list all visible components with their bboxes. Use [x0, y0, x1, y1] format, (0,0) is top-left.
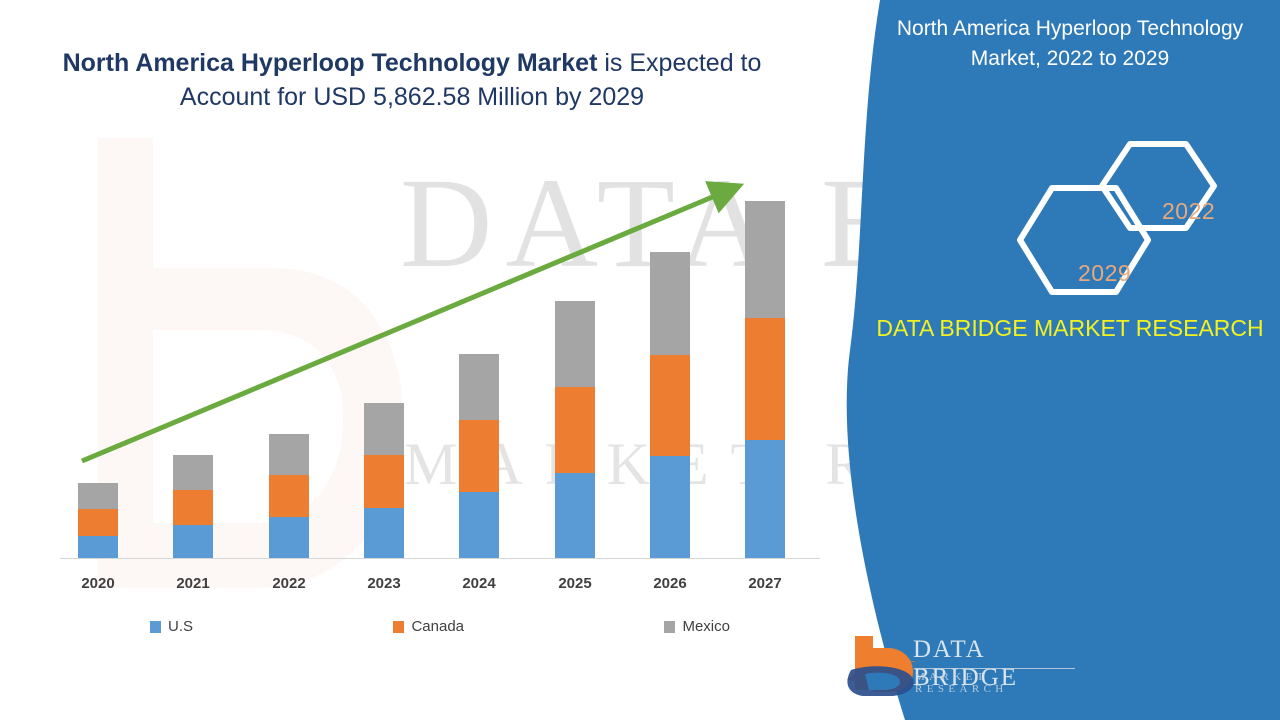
chart-title-emphasis: North America Hyperloop Technology Marke… — [62, 49, 598, 77]
x-axis-line — [60, 558, 820, 559]
legend-label-mexico: Mexico — [682, 618, 730, 635]
bar-2020[interactable] — [78, 483, 118, 558]
chart-title: North America Hyperloop Technology Marke… — [62, 46, 762, 114]
hexagon-badges: 2022 2029 — [930, 138, 1260, 303]
bar-segment-canada-2023 — [364, 455, 404, 508]
bar-segment-canada-2022 — [269, 475, 309, 517]
bar-segment-mexico-2020 — [78, 483, 118, 509]
bar-segment-us-2023 — [364, 508, 404, 558]
bar-segment-canada-2020 — [78, 509, 118, 536]
bar-segment-canada-2024 — [459, 420, 499, 492]
bar-segment-mexico-2021 — [173, 455, 213, 490]
bar-2021[interactable] — [173, 455, 213, 558]
legend-item-us[interactable]: U.S — [150, 618, 193, 635]
legend-label-us: U.S — [168, 618, 194, 635]
bar-2023[interactable] — [364, 403, 404, 558]
bar-segment-canada-2027 — [745, 318, 785, 440]
legend-swatch-canada — [393, 620, 405, 633]
x-tick-2024: 2024 — [462, 575, 496, 592]
legend-item-mexico[interactable]: Mexico — [664, 618, 730, 635]
brand-panel: North America Hyperloop Technology Marke… — [820, 0, 1280, 720]
legend-label-canada: Canada — [411, 618, 465, 635]
company-logo[interactable]: DATA BRIDGE MARKET RESEARCH — [835, 628, 1085, 700]
bar-2024[interactable] — [459, 354, 499, 558]
x-tick-2021: 2021 — [176, 575, 210, 592]
chart-title-rest: is Expected to Account for USD 5,862.58 … — [179, 49, 762, 111]
plot-area: 2020 2021 2022 2023 2024 2025 2026 2027 — [60, 181, 820, 592]
x-tick-2023: 2023 — [367, 575, 401, 592]
bar-segment-mexico-2023 — [364, 403, 404, 455]
x-tick-2025: 2025 — [558, 575, 592, 592]
x-tick-2026: 2026 — [653, 575, 687, 592]
chart-panel: North America Hyperloop Technology Marke… — [60, 46, 820, 635]
bar-segment-mexico-2024 — [459, 354, 499, 420]
brand-panel-title: North America Hyperloop Technology Marke… — [896, 17, 1244, 70]
bar-2025[interactable] — [555, 301, 595, 558]
legend-swatch-us — [150, 620, 161, 633]
bar-segment-canada-2025 — [555, 387, 595, 473]
bar-segment-us-2021 — [173, 525, 213, 558]
legend-item-canada[interactable]: Canada — [393, 618, 464, 635]
hexagon-label-2022: 2022 — [1162, 198, 1216, 224]
bar-2022[interactable] — [269, 434, 309, 558]
bar-2026[interactable] — [650, 252, 690, 558]
bar-segment-us-2020 — [78, 536, 118, 558]
bar-segment-canada-2021 — [173, 490, 213, 525]
hexagon-label-2029: 2029 — [1078, 260, 1132, 286]
chart-legend: U.S Canada Mexico — [150, 618, 730, 635]
bar-segment-us-2026 — [650, 456, 690, 558]
brand-name-text: DATA BRIDGE MARKET RESEARCH — [876, 315, 1264, 341]
legend-swatch-mexico — [664, 620, 676, 633]
bar-segment-mexico-2022 — [269, 434, 309, 475]
bar-segment-mexico-2026 — [650, 252, 690, 355]
bar-2027[interactable] — [745, 201, 785, 558]
bar-segment-us-2027 — [745, 440, 785, 558]
logo-text-sub: MARKET RESEARCH — [915, 671, 1008, 695]
bar-segment-us-2022 — [269, 517, 309, 558]
bar-segment-canada-2026 — [650, 355, 690, 456]
hexagon-outlines-icon — [1017, 141, 1217, 295]
bar-segment-us-2024 — [459, 492, 499, 558]
bar-segment-mexico-2027 — [745, 201, 785, 318]
x-tick-2020: 2020 — [81, 575, 115, 592]
brand-panel-background — [846, 0, 1280, 720]
logo-divider — [915, 668, 1075, 669]
hexagon-2029-shape — [1017, 185, 1151, 295]
x-tick-2022: 2022 — [272, 575, 306, 592]
brand-panel-content: North America Hyperloop Technology Marke… — [820, 0, 1280, 720]
databridge-logo-mark-icon — [847, 636, 917, 696]
bar-segment-us-2025 — [555, 473, 595, 558]
x-tick-2027: 2027 — [748, 575, 782, 592]
bar-segment-mexico-2025 — [555, 301, 595, 387]
